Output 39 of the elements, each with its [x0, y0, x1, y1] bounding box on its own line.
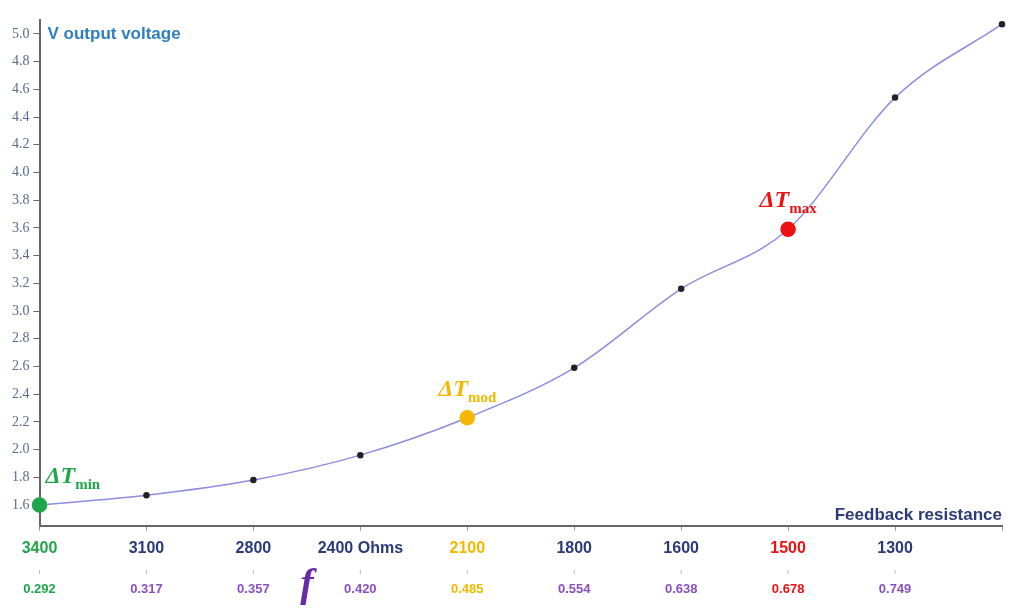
- y-tick-label: 1.8: [12, 468, 30, 484]
- x-tick-label: 3400: [21, 538, 58, 556]
- text: 0.420: [344, 581, 377, 597]
- x-tick-label: 1300: [877, 538, 913, 556]
- x-tick-label: 2800: [235, 538, 272, 556]
- text: 0.749: [878, 581, 912, 597]
- y-tick-label: 2.2: [12, 413, 30, 429]
- text: 0.485: [451, 581, 484, 597]
- text: 0.554: [557, 581, 592, 597]
- y-tick-label: 1.6: [12, 496, 30, 512]
- x-tick-label: 2400 Ohms: [317, 538, 404, 556]
- text: 0.317: [130, 581, 163, 597]
- x-tick-label: 1800: [556, 538, 593, 556]
- y-tick-label: 3.8: [12, 191, 30, 207]
- text: f: [300, 560, 318, 606]
- text: 0.638: [664, 581, 698, 597]
- x-tick-label: 3100: [128, 538, 165, 556]
- y-tick-label: 2.0: [12, 441, 30, 457]
- text: 0.678: [771, 581, 805, 597]
- y-tick-label: 3.2: [12, 274, 30, 290]
- x-tick-label: 2100: [449, 538, 486, 556]
- x-tick-label: 1600: [663, 538, 700, 556]
- y-tick-label: 2.4: [12, 385, 30, 401]
- y-tick-label: 3.0: [12, 302, 30, 318]
- text: 0.292: [23, 581, 56, 597]
- x-tick-label: 1500: [770, 538, 807, 556]
- y-tick-label: 3.4: [12, 247, 30, 263]
- y-tick-label: 4.6: [12, 80, 30, 96]
- y-tick-label: 4.8: [12, 53, 30, 69]
- y-axis-title: V output voltage: [47, 23, 181, 43]
- y-tick-label: 4.0: [12, 164, 30, 180]
- y-tick-label: 2.8: [12, 330, 30, 346]
- x-axis-title: Feedback resistance: [834, 504, 1002, 524]
- text: 0.357: [237, 581, 270, 597]
- y-tick-label: 4.2: [12, 136, 30, 152]
- y-tick-label: 5.0: [12, 25, 30, 41]
- y-tick-label: 3.6: [12, 219, 30, 235]
- y-tick-label: 2.6: [12, 358, 30, 374]
- y-tick-label: 4.4: [12, 108, 30, 124]
